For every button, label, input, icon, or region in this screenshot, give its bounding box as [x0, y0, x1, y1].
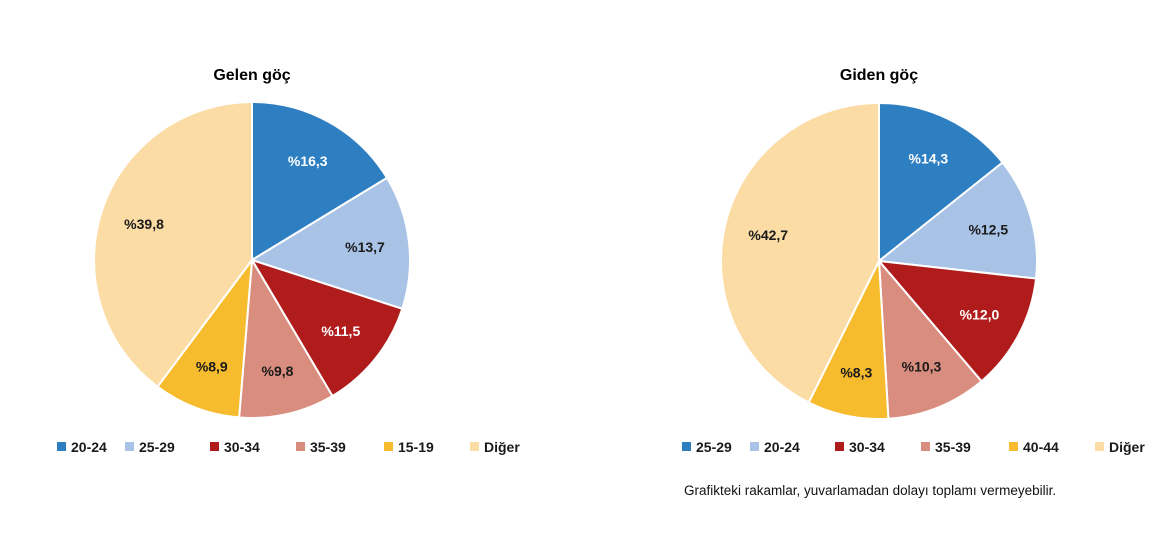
legend-label: Diğer [1109, 439, 1145, 455]
legend-label: 30-34 [849, 439, 885, 455]
footnote: Grafikteki rakamlar, yuvarlamadan dolayı… [684, 483, 1057, 498]
legend-swatch [470, 442, 479, 451]
slice-value-label: %39,8 [124, 216, 164, 232]
legend-swatch [921, 442, 930, 451]
pie-chart-2: Giden göç %14,3 %12,5 %12,0 %10,3 %8,3 %42,7 25… [682, 67, 1145, 455]
legend: 25-29 20-24 30-34 35-39 40-44 Diğer [682, 439, 1145, 455]
pie-chart-1: Gelen göç %16,3 %13,7 %11,5 %9,8 %8,9 %39,8 20-… [57, 67, 520, 455]
pie-slice-Diğer [720, 101, 880, 404]
pie-slice-15-19 [156, 256, 254, 419]
slice-value-label: %13,7 [345, 239, 385, 255]
slice-value-label: %42,7 [748, 227, 788, 243]
slice-value-label: %11,5 [321, 323, 360, 339]
slice-value-label: %9,8 [262, 363, 294, 379]
legend-label: 20-24 [71, 439, 107, 455]
pie-slice-30-34 [249, 258, 404, 398]
chart-title: Giden göç [840, 67, 918, 84]
legend-label: 35-39 [935, 439, 971, 455]
pie-slice-25-29 [249, 176, 411, 311]
legend-swatch [750, 442, 759, 451]
slice-value-label: %16,3 [288, 153, 328, 169]
chart-title: Gelen göç [213, 67, 290, 84]
legend-swatch [210, 442, 219, 451]
pie-slice-20-24 [251, 100, 389, 262]
legend-label: Diğer [484, 439, 520, 455]
legend-swatch [125, 442, 134, 451]
legend-label: 25-29 [139, 439, 175, 455]
slice-value-label: %12,5 [968, 221, 1008, 237]
pie-slice-30-34 [876, 259, 1038, 383]
legend-label: 15-19 [398, 439, 434, 455]
legend-label: 35-39 [310, 439, 346, 455]
legend-swatch [835, 442, 844, 451]
legend-label: 30-34 [224, 439, 260, 455]
pie-slice-20-24 [876, 161, 1038, 280]
legend-swatch [384, 442, 393, 451]
legend-label: 20-24 [764, 439, 800, 455]
slice-value-label: %14,3 [909, 151, 949, 167]
legend-label: 40-44 [1023, 439, 1059, 455]
pie-slice-35-39 [877, 258, 983, 420]
slice-value-label: %10,3 [902, 359, 942, 375]
legend-swatch [296, 442, 305, 451]
pie-slice-35-39 [238, 256, 334, 419]
slice-value-label: %8,9 [196, 358, 228, 374]
pie-slice-Diğer [93, 100, 253, 389]
legend-swatch [1095, 442, 1104, 451]
legend-swatch [682, 442, 691, 451]
legend-swatch [1009, 442, 1018, 451]
legend-swatch [57, 442, 66, 451]
slice-value-label: %12,0 [960, 306, 1000, 322]
pie-slice-25-29 [878, 101, 1004, 264]
slice-value-label: %8,3 [840, 364, 872, 380]
legend: 20-24 25-29 30-34 35-39 15-19 Diğer [57, 439, 520, 455]
legend-label: 25-29 [696, 439, 732, 455]
